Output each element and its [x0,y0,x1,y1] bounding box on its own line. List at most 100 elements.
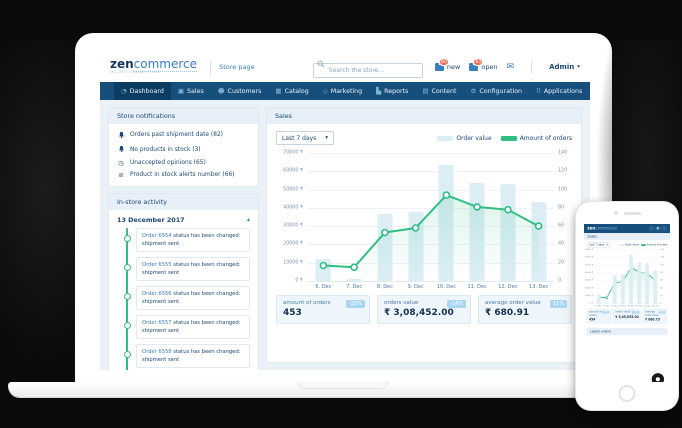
menu-icon[interactable]: ≡ [661,226,667,232]
order-value-bar [645,262,650,304]
axis-tick-label: 40000 ₹ [283,205,303,211]
bell-icon [117,145,125,155]
x-axis-label: 6. Dec [595,304,602,307]
line-marker [411,224,420,232]
chevron-up-icon[interactable]: ▴ [246,216,250,224]
notification-item[interactable]: Orders past shipment date (82) [117,128,250,143]
card-trend-badge: -14% [447,300,466,308]
open-orders-button[interactable]: 83 open [469,58,498,71]
order-value-bar [596,294,601,304]
order-value-bar [629,254,633,304]
legend-swatch [500,135,517,141]
axis-tick-label: 100 [558,187,568,193]
notification-text: No products in stock (3) [130,147,201,154]
messages-button[interactable]: ✉ [507,62,515,72]
notification-text: Product in stock alerts number (66) [130,171,235,178]
admin-label: Admin [549,63,575,71]
notification-item[interactable]: ◷ Unaccepted opinions (65) [117,157,250,169]
gridline [308,153,554,154]
x-axis-label: 10. Dec [627,304,635,307]
legend-label: Order value [624,243,639,247]
x-axis-label: 12. Dec [643,304,651,307]
axis-tick-label: 0 [558,278,562,284]
activity-timeline: Order 6554 status has been changed: ship… [109,227,258,370]
card-label: orders value [615,310,631,314]
nav-label: Dashboard [129,87,164,95]
activity-entry[interactable]: Order 6556 status has been changed: ship… [124,286,250,311]
legend-swatch [641,243,646,246]
summary-card: amount of orders 454 -22% [586,309,612,324]
legend-label: Amount of orders [519,134,572,142]
notification-item[interactable]: No products in stock (3) [117,143,250,158]
user-icon[interactable]: ☻ [655,226,661,232]
line-marker [381,228,389,237]
axis-tick-label: 20 [558,260,565,266]
axis-tick-label: 0 ₹ [589,302,594,305]
phone-home-button[interactable] [618,385,636,402]
catalog-icon: ▦ [275,86,282,95]
card-value: ₹ 3,05,055.00 [615,314,639,319]
chart-controls: Last 7 days ▾ Order value Amount of order… [276,131,572,145]
customers-icon: ☻ [217,86,225,95]
activity-entry[interactable]: Order 6555 status has been changed: ship… [124,256,250,281]
phone-speaker [623,211,641,215]
search-icon[interactable]: ○ [648,226,654,232]
card-label: amount of orders [589,310,602,317]
zencommerce-logo[interactable]: zencommerce INSTANT ONLINE STORE [110,56,202,77]
activity-entry[interactable]: Order 6557 status has been changed: ship… [124,315,250,340]
new-orders-button[interactable]: 80 new [434,58,460,71]
date-range-select[interactable]: Last 7 days ▾ [276,131,335,145]
reports-icon: ▙ [376,86,382,95]
order-link[interactable]: Order 6557 [142,320,172,327]
axis-tick-label: 10000 ₹ [283,260,303,266]
activity-date-row[interactable]: 13 December 2017 ▴ [109,210,258,228]
phone-latest-orders[interactable]: Latest orders [586,327,668,336]
legend-label: Amount of orders [646,243,668,247]
nav-item-applications[interactable]: ⠿ Applications [529,82,589,100]
order-link[interactable]: Order 6555 [142,261,172,268]
nav-item-content[interactable]: ▤ Content [415,82,463,100]
nav-item-reports[interactable]: ▙ Reports [369,82,415,100]
axis-tick-label: 0 [660,302,662,305]
axis-tick-label: 120 [660,256,665,259]
order-link[interactable]: Order 6558 [142,349,172,356]
axis-tick-label: 30000 ₹ [584,279,594,282]
store-page-link[interactable]: Store page [219,63,255,71]
axis-tick-label: 140 [660,248,665,251]
search-input[interactable] [312,62,423,78]
store-notifications-list: Orders past shipment date (82) No product… [109,124,258,186]
nav-item-catalog[interactable]: ▦ Catalog [268,82,315,100]
plot-area: 6. Dec 7. Dec 8. Dec 9. Dec 10. Dec 11. Dec 12… [308,153,554,290]
notification-item[interactable]: ⊘ Product in stock alerts number (66) [117,169,250,181]
nav-item-configuration[interactable]: ⚙ Configuration [464,82,530,100]
plot-area: 6. Dec 7. Dec 8. Dec 9. Dec 10. Dec 11. Dec 12… [594,249,660,307]
card-value: 454 [589,317,596,322]
gridline [308,207,554,209]
legend-item: Order value [437,135,492,142]
phone-chart-controls: Last 7 days ▾ Order value Amount of order… [586,242,668,248]
activity-entry[interactable]: Order 6558 status has been changed: ship… [124,344,250,369]
store-notifications-card: Store notifications Orders past shipment… [108,107,259,187]
nav-item-marketing[interactable]: ◇ Marketing [316,82,369,100]
left-axis: 70000 ₹ 60000 ₹ 50000 ₹ 40000 ₹ 30000 ₹ 20000… [584,248,595,305]
applications-icon: ⠿ [536,86,541,95]
phone-top [576,211,678,215]
activity-entry[interactable]: Order 6554 status has been changed: ship… [124,227,250,252]
phone-logo-zen: zen [587,226,596,231]
chat-button[interactable] [651,373,665,382]
card-trend-badge: -14% [631,310,640,314]
nav-label: Catalog [284,87,309,95]
sales-icon: ▣ [177,86,184,95]
axis-tick-label: 10000 ₹ [584,294,594,298]
nav-item-sales[interactable]: ▣ Sales [171,82,211,100]
phone-date-range-select[interactable]: Last 7 days ▾ [586,242,611,248]
phone-body: Last 7 days ▾ Order value Amount of order… [584,240,670,336]
order-link[interactable]: Order 6554 [142,232,172,239]
admin-menu[interactable]: Admin ▾ [549,63,580,71]
nav-item-customers[interactable]: ☻ Customers [211,82,269,100]
nav-item-dashboard[interactable]: ◔ Dashboard [114,82,171,100]
phone-camera [613,211,618,215]
line-marker [442,191,451,199]
order-link[interactable]: Order 6556 [142,291,172,297]
chevron-down-icon: ▾ [577,64,580,70]
